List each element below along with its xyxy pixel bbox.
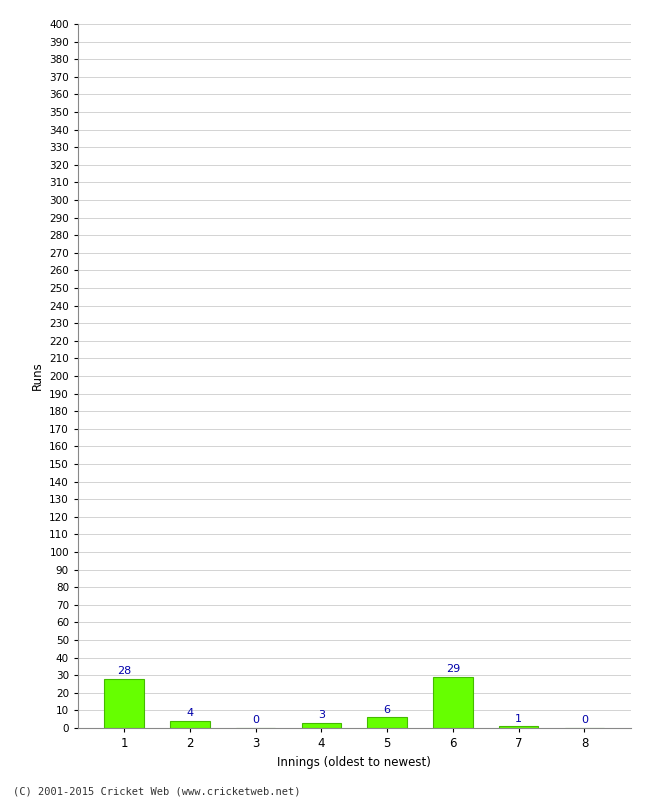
- Bar: [433, 677, 473, 728]
- Bar: [367, 718, 407, 728]
- Text: 6: 6: [384, 705, 391, 715]
- X-axis label: Innings (oldest to newest): Innings (oldest to newest): [278, 755, 431, 769]
- Text: 29: 29: [446, 664, 460, 674]
- Text: 3: 3: [318, 710, 325, 720]
- Text: 0: 0: [252, 715, 259, 726]
- Bar: [499, 726, 538, 728]
- Text: 1: 1: [515, 714, 522, 723]
- Y-axis label: Runs: Runs: [31, 362, 44, 390]
- Bar: [302, 722, 341, 728]
- Text: 28: 28: [117, 666, 131, 676]
- Bar: [104, 678, 144, 728]
- Text: 4: 4: [187, 708, 194, 718]
- Text: 0: 0: [581, 715, 588, 726]
- Text: (C) 2001-2015 Cricket Web (www.cricketweb.net): (C) 2001-2015 Cricket Web (www.cricketwe…: [13, 786, 300, 796]
- Bar: [170, 721, 209, 728]
